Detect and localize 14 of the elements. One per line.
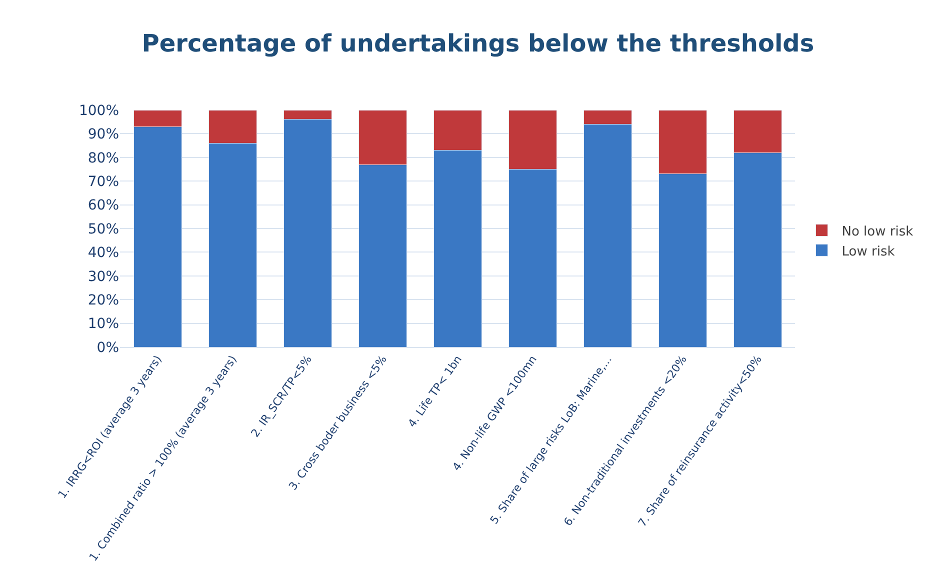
y-tick-label: 20% bbox=[88, 292, 119, 308]
y-tick-label: 10% bbox=[88, 316, 119, 332]
y-tick-label: 30% bbox=[88, 268, 119, 285]
y-tick-label: 40% bbox=[88, 245, 119, 262]
legend-label: Low risk bbox=[842, 244, 896, 260]
y-tick-label: 0% bbox=[96, 340, 119, 356]
y-tick-label: 70% bbox=[88, 174, 119, 190]
legend-label: No low risk bbox=[842, 224, 914, 240]
y-tick-label: 50% bbox=[88, 221, 119, 238]
y-tick-label: 100% bbox=[78, 102, 119, 119]
y-tick-label: 60% bbox=[88, 198, 119, 214]
chart-title: Percentage of undertakings below the thresholds bbox=[142, 30, 814, 58]
y-tick-label: 90% bbox=[88, 126, 119, 143]
y-tick-label: 80% bbox=[88, 150, 119, 166]
